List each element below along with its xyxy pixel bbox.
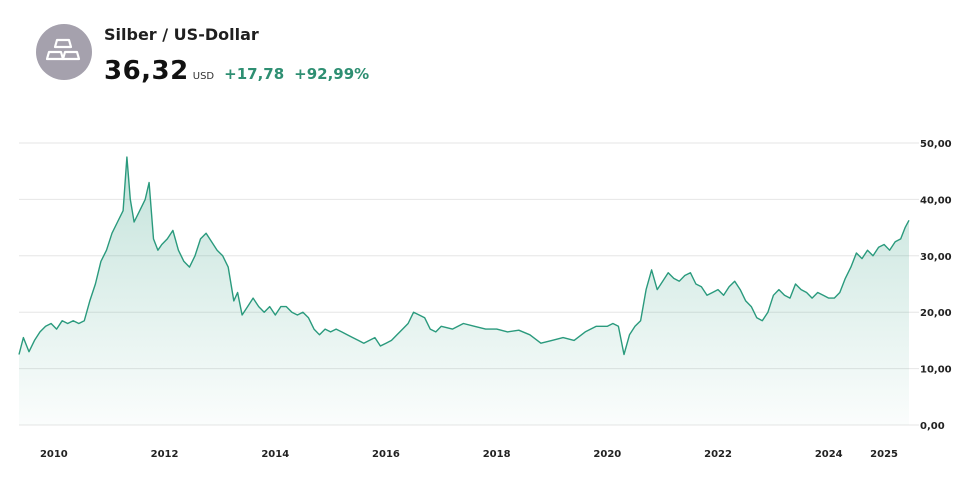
y-tick-label: 0,00: [920, 421, 945, 432]
change-absolute: +17,78: [224, 65, 285, 83]
x-axis: 2010 2012 2014 2016 2018 2020 2022 2024 2025: [40, 449, 898, 460]
y-tick-label: 10,00: [920, 365, 952, 376]
x-tick-label: 2024: [815, 449, 843, 460]
x-tick-label: 2022: [704, 449, 732, 460]
x-tick-label: 2018: [483, 449, 511, 460]
current-price: 36,32: [104, 56, 189, 86]
x-tick-label: 2012: [151, 449, 179, 460]
y-tick-label: 30,00: [920, 252, 952, 263]
instrument-logo: [36, 24, 92, 80]
series-area: [19, 157, 909, 425]
y-tick-label: 50,00: [920, 139, 952, 150]
x-tick-label: 2014: [261, 449, 289, 460]
series-line: [18, 156, 910, 356]
instrument-header: Silber / US-Dollar 36,32 USD +17,78 +92,99%: [36, 24, 936, 86]
price-unit: USD: [192, 71, 215, 82]
x-tick-label: 2025: [870, 449, 898, 460]
change-percent: +92,99%: [294, 65, 370, 83]
x-tick-label: 2016: [372, 449, 400, 460]
x-tick-label: 2010: [40, 449, 68, 460]
y-tick-label: 20,00: [920, 308, 952, 319]
x-tick-label: 2020: [593, 449, 621, 460]
y-tick-label: 40,00: [920, 195, 952, 206]
silver-bars-icon: [46, 38, 81, 61]
y-axis: 50,00 40,00 30,00 20,00 10,00 0,00: [920, 139, 952, 432]
instrument-title: Silber / US-Dollar: [104, 25, 259, 44]
price-row: 36,32 USD +17,78 +92,99%: [104, 56, 369, 86]
